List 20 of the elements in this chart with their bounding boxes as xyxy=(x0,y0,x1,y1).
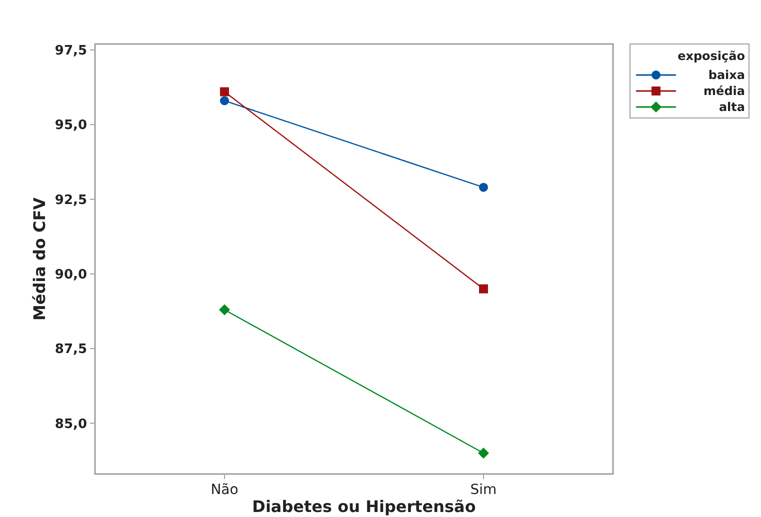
point xyxy=(478,448,489,459)
y-tick-label: 90,0 xyxy=(54,267,87,282)
text: baixa xyxy=(708,68,745,82)
point xyxy=(220,96,229,106)
legend-label: média xyxy=(704,84,745,98)
y-tick-label: 87,5 xyxy=(54,342,87,358)
x-axis-title: Diabetes ou Hipertensão xyxy=(252,497,476,516)
x-tick-label: Não xyxy=(210,482,238,498)
legend-title: exposição xyxy=(678,49,745,63)
text: alta xyxy=(718,100,745,114)
y-tick-label: 95,0 xyxy=(54,118,87,134)
y-tick-label: 92,5 xyxy=(54,192,87,208)
y-tick-label: 85,0 xyxy=(54,416,87,432)
y-tick-label: 97,5 xyxy=(54,44,87,59)
x-tick-label: Sim xyxy=(470,482,497,498)
point xyxy=(220,87,229,96)
point xyxy=(479,182,488,192)
y-axis-title: Média do CFV xyxy=(30,196,49,321)
point xyxy=(219,304,230,316)
point xyxy=(479,284,488,294)
